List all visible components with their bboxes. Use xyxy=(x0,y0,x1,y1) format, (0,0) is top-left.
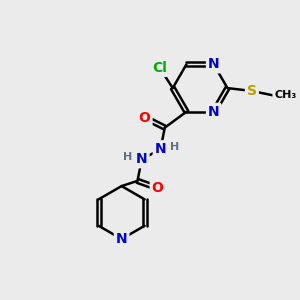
Text: N: N xyxy=(155,142,166,156)
Text: N: N xyxy=(136,152,148,166)
Text: Cl: Cl xyxy=(152,61,167,75)
Text: O: O xyxy=(152,181,164,195)
Text: H: H xyxy=(123,152,132,162)
Text: N: N xyxy=(116,232,127,246)
Text: O: O xyxy=(139,110,151,124)
Text: H: H xyxy=(170,142,179,152)
Text: N: N xyxy=(208,57,220,71)
Text: S: S xyxy=(247,84,257,98)
Text: CH₃: CH₃ xyxy=(274,90,296,100)
Text: N: N xyxy=(208,105,220,119)
